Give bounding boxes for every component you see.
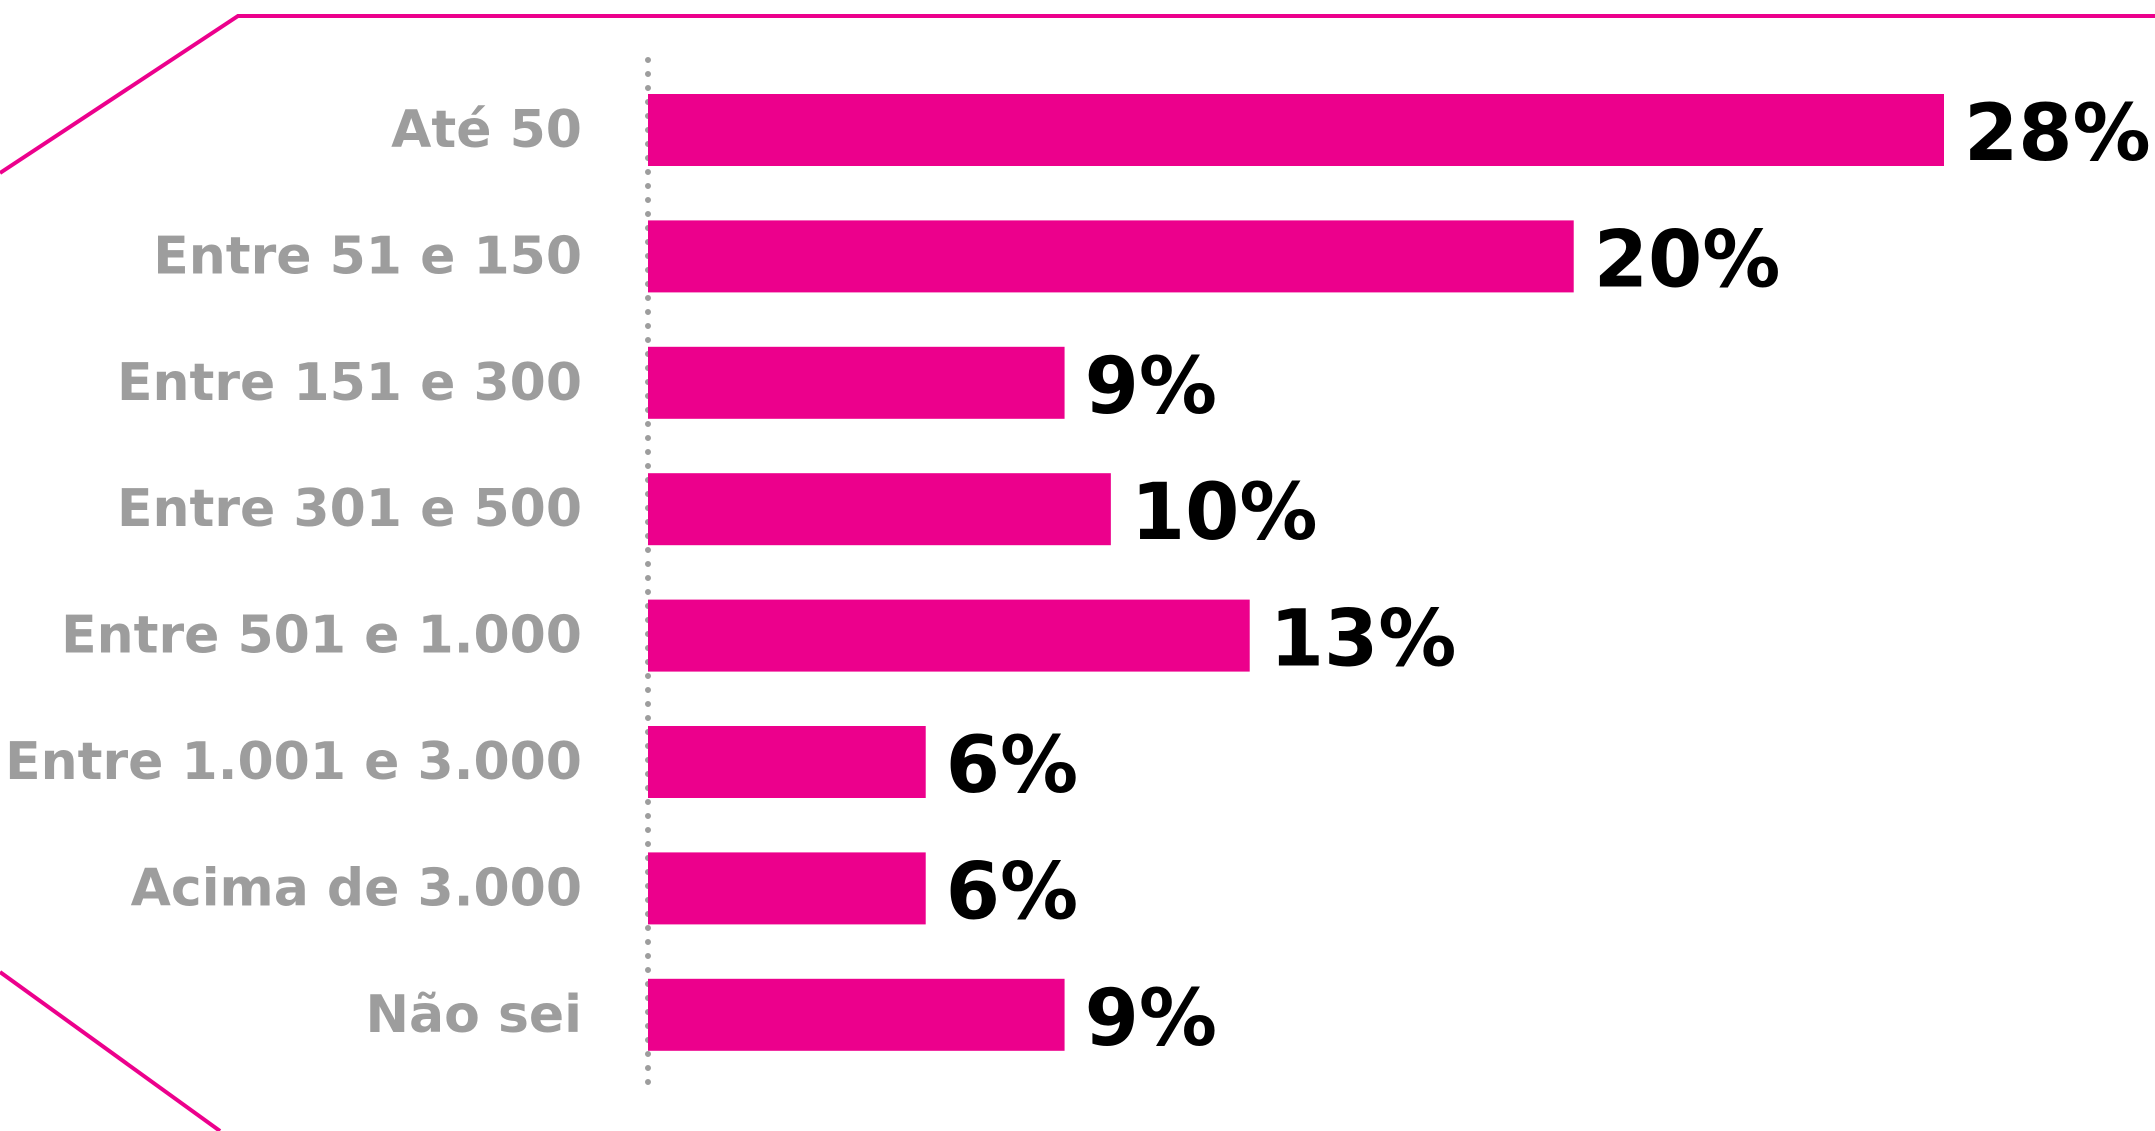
value-label: 6% [946, 847, 1078, 937]
bar [648, 852, 926, 925]
bars-group [648, 94, 1944, 1051]
value-label: 9% [1085, 974, 1217, 1064]
category-label: Não sei [366, 985, 582, 1045]
bar [648, 473, 1111, 546]
category-labels-group: Até 50 Entre 51 e 150 Entre 151 e 300 Entre… [5, 100, 582, 1045]
category-label: Acima de 3.000 [131, 858, 582, 918]
value-label: 6% [946, 721, 1078, 811]
value-label: 20% [1594, 215, 1781, 305]
value-label: 9% [1085, 342, 1217, 432]
bar [648, 978, 1065, 1051]
decorative-frame [0, 14, 2155, 1131]
category-label: Entre 1.001 e 3.000 [5, 732, 582, 792]
value-label: 13% [1270, 595, 1457, 685]
category-label: Até 50 [391, 100, 582, 160]
value-label: 28% [1964, 89, 2151, 179]
value-label: 10% [1131, 468, 1318, 558]
category-label: Entre 51 e 150 [153, 226, 582, 286]
category-label: Entre 151 e 300 [117, 353, 582, 413]
bar [648, 346, 1065, 419]
bar [648, 94, 1944, 166]
category-label: Entre 501 e 1.000 [61, 606, 582, 666]
frame-bottom-line [0, 970, 222, 1131]
bar [648, 220, 1574, 293]
frame-top-line [0, 14, 2155, 175]
category-label: Entre 301 e 500 [117, 479, 582, 539]
value-labels-group: 28%20%9%10%13%6%6%9% [946, 89, 2151, 1064]
bar [648, 726, 926, 798]
bar [648, 599, 1250, 672]
